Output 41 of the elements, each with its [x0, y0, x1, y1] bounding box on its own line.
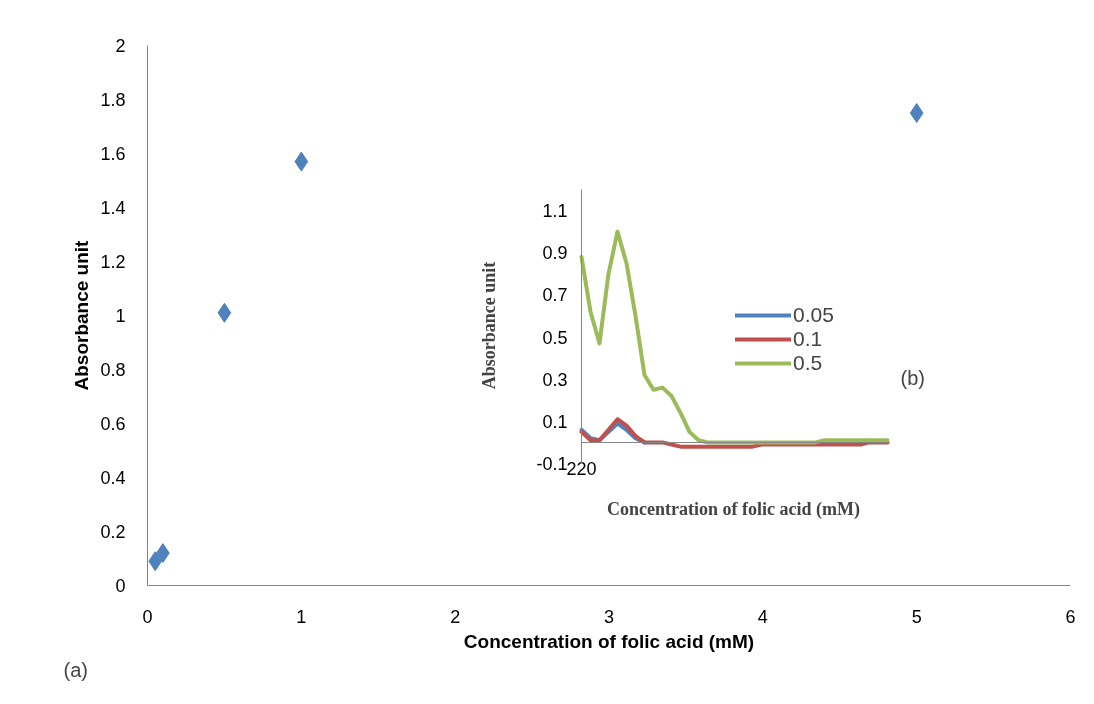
y-tick-label: 0.7 [542, 285, 568, 306]
x-tick-label: 4 [757, 606, 768, 627]
x-tick-label: 6 [1065, 606, 1076, 627]
y-tick-label: 0.8 [100, 360, 126, 380]
x-tick-label: 5 [911, 606, 922, 627]
y-tick-label: 1.6 [100, 144, 126, 164]
y-tick-label: 1.2 [100, 252, 126, 272]
y-tick-label: 0.3 [542, 369, 568, 390]
y-tick-label: 1 [115, 306, 126, 326]
y-tick-label: 2 [115, 36, 126, 56]
y-tick-label: 0.4 [100, 468, 126, 488]
y-tick-label: 1.8 [100, 90, 126, 110]
y-tick-label: 0.9 [542, 243, 568, 264]
point [217, 302, 232, 323]
legend-label: 0.5 [793, 351, 823, 375]
annotation: (b) [900, 366, 925, 389]
x-axis-title: Concentration of folic acid (mM) [607, 498, 860, 520]
text: (a) [63, 658, 88, 681]
legend-label: 0.1 [793, 327, 823, 351]
y-tick-label: 0.1 [542, 411, 568, 432]
y-tick-label: 0.5 [542, 327, 568, 348]
y-tick-label: 0.2 [100, 522, 126, 542]
point [909, 103, 924, 123]
y-tick-label: 0.6 [100, 414, 126, 434]
line-series [579, 417, 890, 449]
x-axis-title: Concentration of folic acid (mM) [463, 630, 755, 652]
y-tick-label: 0 [115, 576, 126, 596]
legend-label: 0.05 [793, 303, 834, 327]
y-axis-title: Absorbance unit [478, 261, 499, 390]
x-tick-label: 220 [566, 459, 597, 480]
y-tick-label: 1.4 [100, 198, 126, 218]
y-tick-label: -0.1 [536, 454, 568, 474]
y-axis-title: Absorbance unit [71, 239, 93, 391]
point [294, 151, 309, 172]
x-tick-label: 0 [142, 606, 153, 627]
y-tick-label: 1.1 [542, 201, 568, 222]
line-series [579, 229, 890, 445]
x-tick-label: 1 [296, 606, 307, 627]
point [148, 551, 163, 572]
x-tick-label: 3 [603, 606, 615, 627]
x-tick-label: 2 [450, 606, 461, 627]
